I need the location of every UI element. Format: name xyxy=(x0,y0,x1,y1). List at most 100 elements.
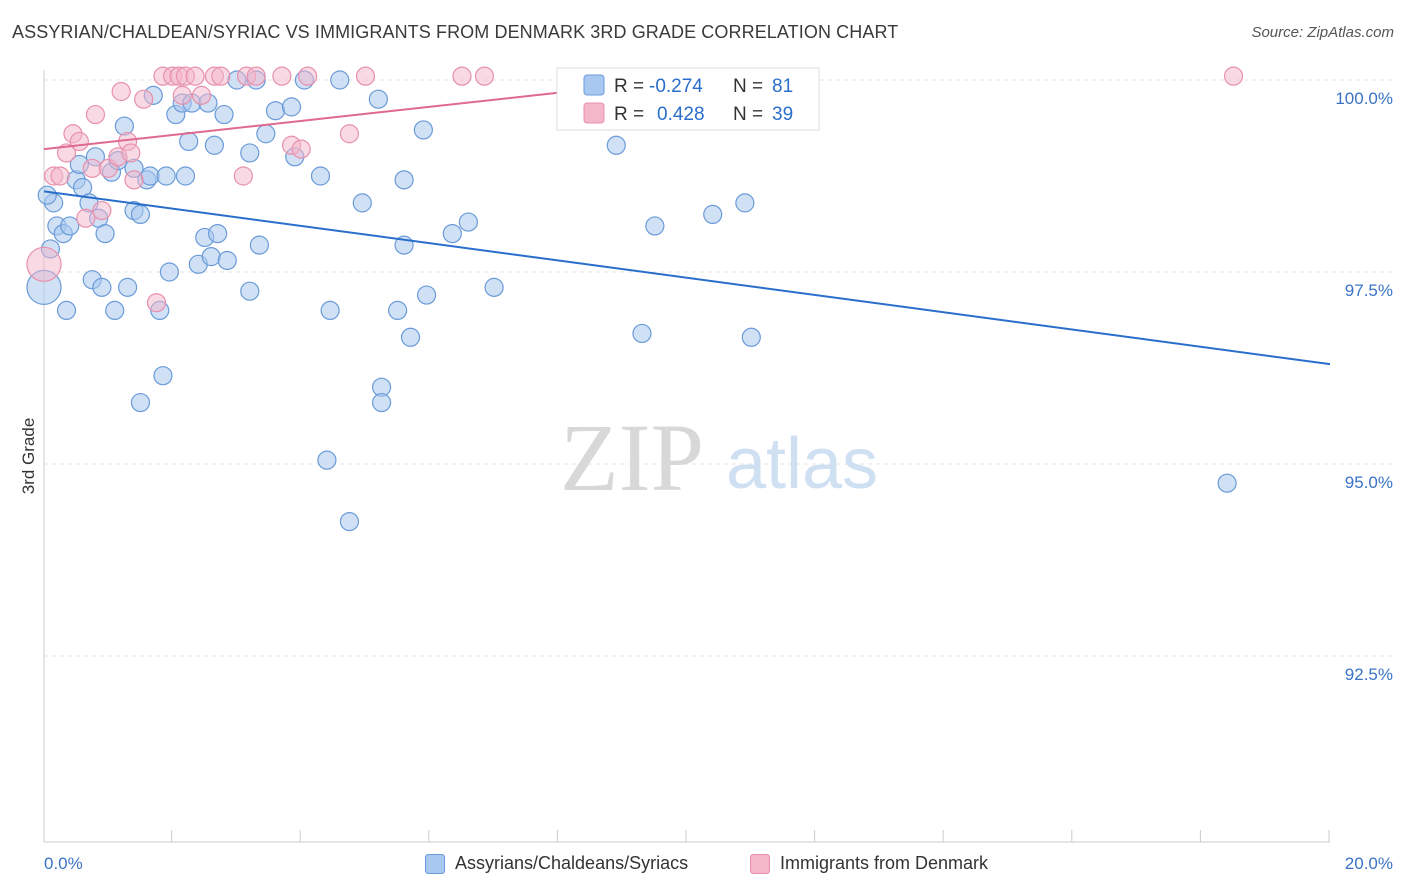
legend-item-assyrians[interactable]: Assyrians/Chaldeans/Syriacs xyxy=(425,853,688,874)
denmark-point xyxy=(50,166,70,186)
y-tick-label: 95.0% xyxy=(1345,473,1393,492)
denmark-point xyxy=(1223,66,1244,86)
stats-r-label-1: R = xyxy=(614,76,644,97)
denmark-point xyxy=(146,293,167,313)
assyrians-point xyxy=(458,212,478,232)
denmark-point xyxy=(26,246,62,282)
x-tick-label: 20.0% xyxy=(1345,854,1393,873)
assyrians-point xyxy=(130,204,151,224)
stats-legend-swatch-blue xyxy=(583,74,605,96)
assyrians-trend-line xyxy=(43,190,1331,366)
assyrians-point xyxy=(240,143,260,163)
stats-r-value-1: -0.274 xyxy=(649,76,703,97)
watermark-zip: ZIP xyxy=(560,404,704,511)
assyrians-point xyxy=(105,300,125,320)
denmark-point xyxy=(172,85,192,105)
legend-item-denmark[interactable]: Immigrants from Denmark xyxy=(750,853,988,874)
y-tick-label: 97.5% xyxy=(1345,281,1393,300)
assyrians-point xyxy=(317,450,337,470)
source-label: Source: ZipAtlas.com xyxy=(1251,24,1394,41)
denmark-point xyxy=(233,166,253,186)
watermark-atlas: atlas xyxy=(726,424,878,504)
legend-label-assyrians: Assyrians/Chaldeans/Syriacs xyxy=(455,853,689,873)
assyrians-point xyxy=(735,193,755,213)
assyrians-point xyxy=(208,224,228,244)
denmark-point xyxy=(82,158,102,178)
assyrians-point xyxy=(37,185,57,205)
denmark-point xyxy=(298,66,318,86)
assyrians-point xyxy=(388,300,408,320)
x-tick-labels: 0.0% 20.0% xyxy=(44,854,1393,873)
denmark-point xyxy=(56,143,77,163)
assyrians-point xyxy=(645,216,665,236)
denmark-point xyxy=(191,85,212,105)
assyrians-point xyxy=(339,511,360,532)
chart-title: ASSYRIAN/CHALDEAN/SYRIAC VS IMMIGRANTS F… xyxy=(12,22,899,42)
denmark-point xyxy=(339,124,360,144)
assyrians-point xyxy=(310,166,331,186)
stats-n-label-2: N = xyxy=(733,104,763,125)
assyrians-point xyxy=(140,166,160,186)
assyrians-point xyxy=(1217,473,1237,493)
denmark-point xyxy=(92,200,112,221)
assyrians-point xyxy=(320,300,340,320)
assyrians-point xyxy=(371,392,392,413)
stats-legend-swatch-pink xyxy=(583,102,605,124)
assyrians-point xyxy=(703,204,723,224)
assyrians-point xyxy=(179,131,199,152)
stats-n-value-1: 81 xyxy=(772,76,793,97)
assyrians-point xyxy=(265,101,286,121)
assyrians-point xyxy=(117,277,138,297)
series-denmark-points xyxy=(26,66,1244,313)
assyrians-point xyxy=(400,327,421,347)
denmark-point xyxy=(121,143,141,163)
legend-swatch-blue xyxy=(425,853,445,874)
y-tick-labels: 100.0% 97.5% 95.0% 92.5% xyxy=(1335,89,1393,684)
assyrians-point xyxy=(240,281,260,301)
denmark-point xyxy=(246,66,266,86)
y-tick-label: 100.0% xyxy=(1335,89,1393,108)
grid-lines xyxy=(44,79,1392,657)
assyrians-point xyxy=(159,262,179,282)
assyrians-point xyxy=(153,366,173,386)
axes xyxy=(43,70,1330,843)
assyrians-point xyxy=(204,135,224,155)
denmark-point xyxy=(211,66,231,86)
watermark: ZIP atlas xyxy=(560,404,878,511)
denmark-point xyxy=(452,66,472,86)
assyrians-point xyxy=(249,235,270,255)
assyrians-point xyxy=(741,327,761,347)
assyrians-point xyxy=(217,250,237,271)
assyrians-point xyxy=(60,216,80,236)
stats-r-label-2: R = xyxy=(614,104,644,125)
y-tick-label: 92.5% xyxy=(1345,665,1393,684)
series-legend: Assyrians/Chaldeans/Syriacs Immigrants f… xyxy=(0,850,1406,880)
assyrians-point xyxy=(416,285,437,305)
assyrians-point xyxy=(156,166,176,186)
stats-n-value-2: 39 xyxy=(772,104,793,125)
assyrians-point xyxy=(442,224,462,244)
assyrians-point xyxy=(368,89,388,109)
stats-legend: R = -0.274 N = 81 R = 0.428 N = 39 xyxy=(556,67,820,131)
stats-r-value-2: 0.428 xyxy=(657,104,705,125)
assyrians-point xyxy=(281,97,302,117)
denmark-point xyxy=(85,104,106,125)
denmark-point xyxy=(124,170,144,190)
assyrians-point xyxy=(606,135,626,155)
legend-label-denmark: Immigrants from Denmark xyxy=(780,853,989,873)
assyrians-point xyxy=(413,120,433,140)
assyrians-point xyxy=(330,70,350,90)
denmark-point xyxy=(134,89,154,109)
assyrians-point xyxy=(92,277,112,297)
denmark-point xyxy=(355,66,376,86)
assyrians-point xyxy=(484,277,504,297)
denmark-point xyxy=(185,66,205,86)
stats-n-label-1: N = xyxy=(733,76,763,97)
assyrians-point xyxy=(394,170,414,190)
assyrians-point xyxy=(214,104,234,125)
assyrians-point xyxy=(201,247,221,267)
legend-swatch-pink xyxy=(750,853,770,874)
assyrians-point xyxy=(175,166,196,186)
denmark-point xyxy=(76,208,96,228)
